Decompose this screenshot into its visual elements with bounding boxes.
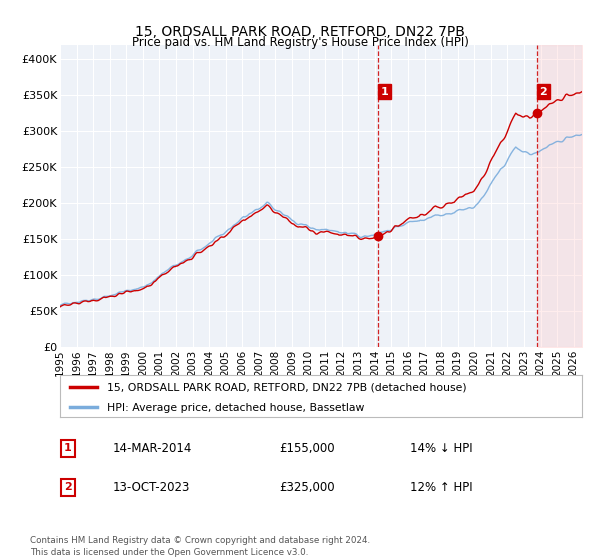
Text: 15, ORDSALL PARK ROAD, RETFORD, DN22 7PB: 15, ORDSALL PARK ROAD, RETFORD, DN22 7PB xyxy=(135,25,465,39)
Text: Price paid vs. HM Land Registry's House Price Index (HPI): Price paid vs. HM Land Registry's House … xyxy=(131,36,469,49)
Text: 14-MAR-2014: 14-MAR-2014 xyxy=(112,442,191,455)
Text: £155,000: £155,000 xyxy=(279,442,335,455)
Text: 1: 1 xyxy=(380,87,388,96)
Text: 13-OCT-2023: 13-OCT-2023 xyxy=(112,481,190,494)
Text: Contains HM Land Registry data © Crown copyright and database right 2024.
This d: Contains HM Land Registry data © Crown c… xyxy=(30,536,370,557)
Text: 2: 2 xyxy=(539,87,547,96)
Text: £325,000: £325,000 xyxy=(279,481,335,494)
Text: HPI: Average price, detached house, Bassetlaw: HPI: Average price, detached house, Bass… xyxy=(107,403,364,413)
Text: 1: 1 xyxy=(64,444,72,454)
Text: 14% ↓ HPI: 14% ↓ HPI xyxy=(410,442,472,455)
Text: 2: 2 xyxy=(64,482,72,492)
Text: 15, ORDSALL PARK ROAD, RETFORD, DN22 7PB (detached house): 15, ORDSALL PARK ROAD, RETFORD, DN22 7PB… xyxy=(107,383,467,393)
Text: 12% ↑ HPI: 12% ↑ HPI xyxy=(410,481,472,494)
